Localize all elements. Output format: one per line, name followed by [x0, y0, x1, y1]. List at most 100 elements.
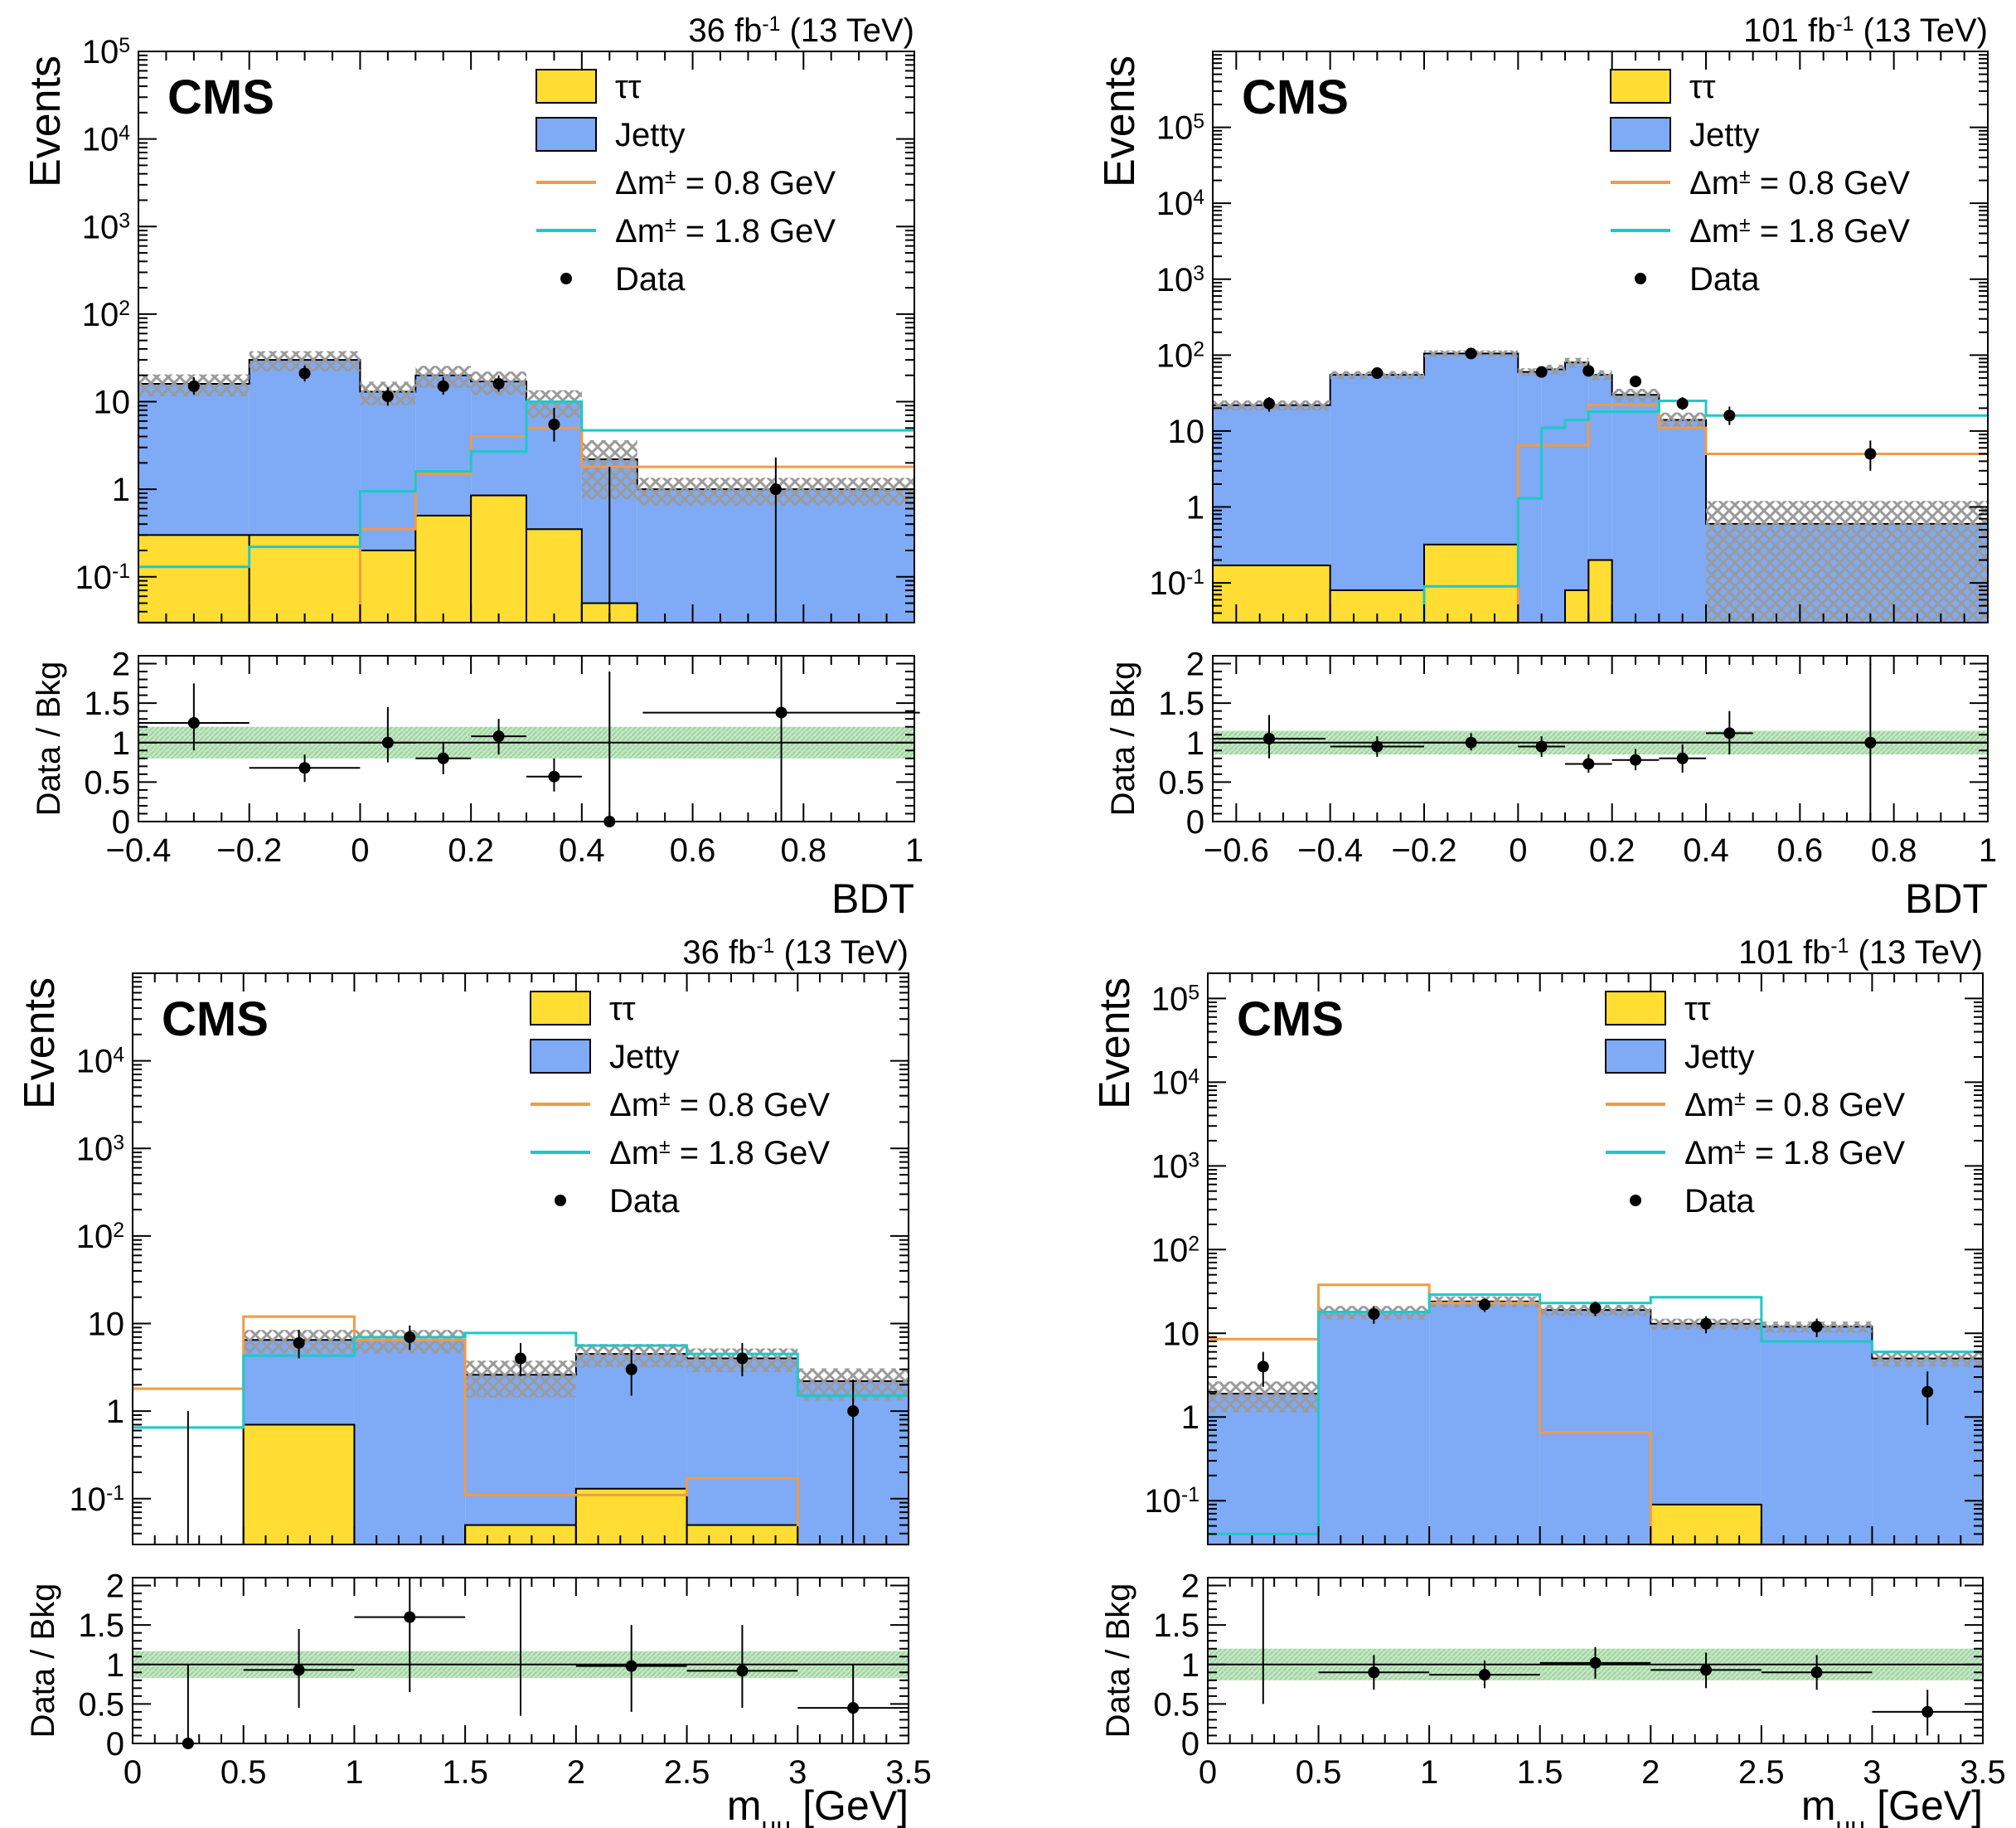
lumi-label-part: -1 — [756, 935, 774, 958]
tautau-bar — [686, 1524, 799, 1546]
x-axis-label-part: [GeV] — [1865, 1782, 1983, 1828]
x-tick-label: −0.6 — [1204, 832, 1269, 869]
x-tick-label: 1 — [1979, 832, 1997, 869]
y-tick-label: 10 — [94, 385, 131, 421]
y-tick-label: 105 — [1151, 981, 1199, 1017]
ratio-point — [1582, 758, 1595, 770]
uncertainty-bin — [1541, 364, 1565, 375]
lumi-label-part: 101 fb — [1738, 934, 1830, 971]
ratio-y-tick-label: 0.5 — [1158, 764, 1204, 801]
data-point — [1368, 1308, 1380, 1321]
jetty-bar — [1659, 419, 1706, 623]
y-tick-label-part: 5 — [119, 35, 130, 57]
y-tick-label-part: 2 — [113, 1219, 124, 1241]
x-axis-label-part: m — [1801, 1782, 1836, 1828]
uncertainty-bin — [1659, 412, 1706, 429]
tautau-bar — [359, 549, 417, 623]
data-points — [187, 365, 782, 622]
data-point — [437, 380, 449, 392]
lumi-label-part: 101 fb — [1743, 12, 1835, 49]
jetty-bar — [1330, 375, 1424, 623]
y-tick-label-part: 10 — [82, 209, 119, 245]
y-tick-label: 103 — [76, 1131, 124, 1167]
tautau-bar — [1564, 589, 1590, 624]
y-tick-label-part: 10 — [76, 1044, 114, 1080]
y-tick-label: 10-1 — [1144, 1483, 1199, 1520]
ratio-point — [492, 730, 505, 743]
y-tick-label-part: 4 — [1193, 187, 1204, 209]
y-tick-label-part: 2 — [1188, 1233, 1199, 1255]
cms-label: CMS — [162, 992, 269, 1046]
data-point — [1257, 1360, 1269, 1373]
y-tick-label-part: 10 — [75, 560, 112, 596]
data-point — [847, 1405, 860, 1418]
legend-signal-08-label-part: = 0.8 GeV — [1746, 1087, 1906, 1123]
cms-label: CMS — [1237, 992, 1344, 1046]
ratio-point — [1263, 733, 1275, 744]
legend-data-swatch — [555, 1195, 566, 1206]
y-tick-label-part: 10 — [1151, 1232, 1189, 1268]
jetty-bar — [1208, 1394, 1319, 1544]
y-tick-label: 102 — [76, 1219, 124, 1255]
ratio-pad: 00.511.52 Data / Bkg — [1100, 1569, 1984, 1763]
main-frame — [132, 972, 909, 1545]
data-point — [1263, 397, 1275, 410]
x-axis: −0.4 −0.2 0 0.2 0.4 0.6 0.8 1 BDT — [106, 51, 923, 922]
legend-signal-18-label-part: ± — [1734, 1136, 1746, 1158]
x-tick-label: 2 — [567, 1754, 585, 1791]
ratio-y-axis-label: Data / Bkg — [31, 662, 67, 817]
ratio-y-tick-label: 2 — [1181, 1569, 1199, 1605]
jetty-bar — [686, 1358, 798, 1544]
x-axis-label: BDT — [1905, 875, 1988, 922]
legend-signal-18-label-part: = 1.8 GeV — [1746, 1135, 1906, 1171]
legend-signal-08-label-part: = 0.8 GeV — [1751, 165, 1911, 201]
y-axis-label: Events — [1096, 56, 1144, 187]
y-tick-label: 103 — [1151, 1148, 1199, 1185]
y-tick-label-part: 10 — [1156, 262, 1194, 298]
signal-08-line — [133, 1315, 909, 1546]
x-tick-label: 0.5 — [220, 1754, 267, 1791]
x-tick-label: 0.2 — [448, 832, 494, 869]
ratio-y-tick-label: 0 — [1181, 1726, 1199, 1763]
y-axis-label: Events — [1091, 977, 1139, 1109]
y-tick-label-part: 10 — [1156, 337, 1194, 374]
x-tick-label: 0 — [351, 832, 369, 869]
legend-signal-18-label-part: = 1.8 GeV — [676, 213, 836, 250]
data-point — [1723, 410, 1736, 422]
data-point — [769, 483, 782, 496]
data-point — [1864, 448, 1877, 460]
x-axis-label: BDT — [831, 875, 914, 922]
legend-jetty-label: Jetty — [609, 1039, 679, 1075]
cms-label: CMS — [1242, 70, 1349, 124]
y-tick-label: 10-1 — [1149, 565, 1204, 602]
data-points — [187, 1325, 860, 1544]
ratio-point — [1371, 740, 1384, 753]
legend-tautau-swatch — [1605, 991, 1666, 1026]
jetty-bar — [1429, 1301, 1540, 1544]
y-tick-label-part: 10 — [1144, 1483, 1181, 1520]
y-tick-label-part: 10 — [1156, 186, 1194, 222]
legend-signal-08-label: Δm± = 0.8 GeV — [1689, 165, 1910, 201]
ratio-y-tick-label: 1.5 — [1153, 1607, 1199, 1644]
legend-signal-08-label-part: = 0.8 GeV — [671, 1087, 831, 1123]
legend-jetty-label: Jetty — [615, 117, 685, 153]
ratio-y-tick-label: 1 — [1181, 1647, 1199, 1684]
legend-jetty-swatch — [530, 1039, 591, 1074]
data-point — [1582, 365, 1595, 377]
y-tick-label-part: 4 — [113, 1044, 124, 1066]
data-point — [293, 1336, 305, 1349]
x-tick-label: 0.2 — [1589, 832, 1636, 869]
ratio-y-tick-label: 1 — [106, 1647, 124, 1684]
data-point — [1630, 376, 1641, 388]
jetty-bar — [1761, 1326, 1873, 1544]
signal-18-line — [133, 1331, 909, 1429]
y-tick-label-part: 5 — [1193, 110, 1204, 133]
tautau-bar — [526, 528, 583, 623]
ratio-y-tick-label: 0 — [106, 1726, 124, 1763]
legend-jetty-label: Jetty — [1684, 1039, 1754, 1075]
legend-signal-08-label: Δm± = 0.8 GeV — [615, 165, 836, 201]
